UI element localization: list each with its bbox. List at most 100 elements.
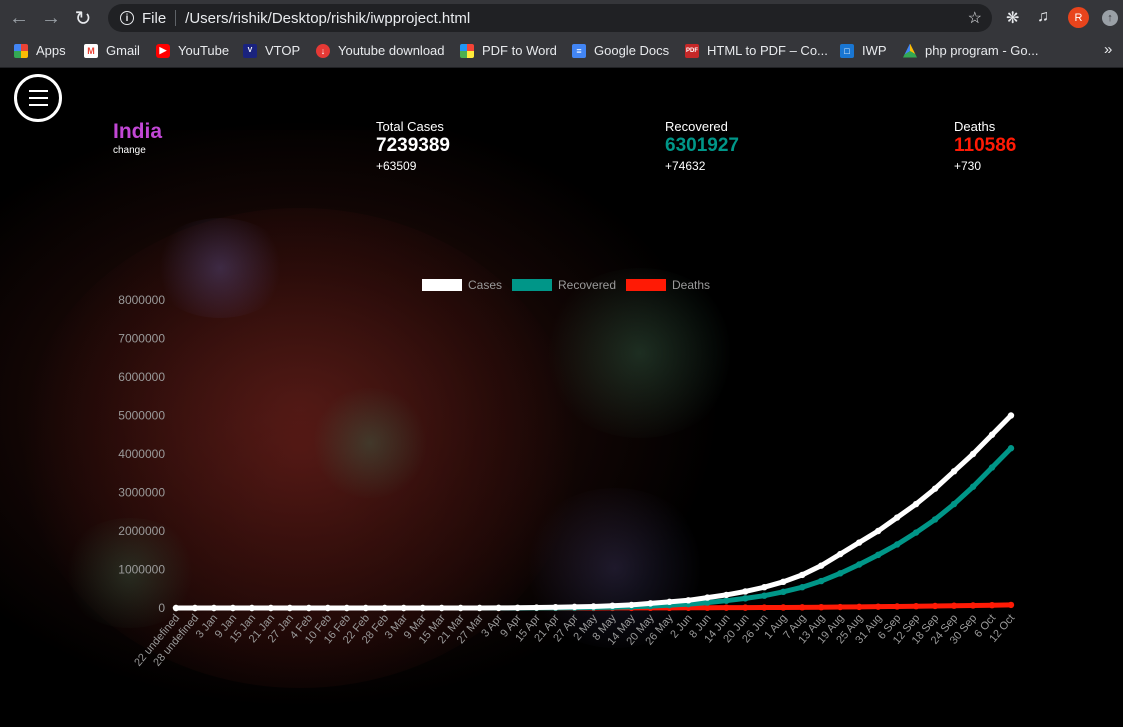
covid-dashboard-page: India change Total Cases 7239389 +63509 … [0, 68, 1123, 727]
data-point-recovered [950, 500, 958, 508]
y-tick-label: 4000000 [118, 447, 165, 461]
data-point-cases [723, 591, 730, 599]
bookmark-apps[interactable]: Apps [14, 43, 66, 58]
data-point-recovered [969, 483, 977, 490]
country-name: India [113, 120, 163, 143]
data-point-deaths [950, 602, 958, 609]
bookmarks-bar: Apps M Gmail ▶ YouTube V VTOP ↓ Youtube … [0, 36, 1123, 68]
data-point-cases [172, 604, 180, 612]
data-point-deaths [969, 602, 977, 609]
data-point-recovered [799, 584, 806, 591]
data-point-cases [855, 539, 863, 546]
profile-avatar[interactable]: R [1068, 7, 1089, 28]
legend-label: Deaths [672, 278, 711, 292]
html-to-pdf-icon: PDF [685, 43, 699, 58]
data-point-cases [438, 604, 445, 612]
data-point-recovered [931, 516, 939, 523]
y-tick-label: 5000000 [118, 409, 165, 423]
bookmark-gmail[interactable]: M Gmail [84, 43, 140, 58]
url-text[interactable]: /Users/rishik/Desktop/rishik/iwpproject.… [185, 9, 471, 27]
data-point-cases [931, 485, 939, 492]
data-point-cases [837, 550, 844, 558]
data-point-cases [495, 604, 502, 612]
y-tick-label: 8000000 [118, 293, 165, 307]
back-icon[interactable]: ← [9, 6, 29, 29]
pdf-to-word-icon [460, 43, 474, 58]
extensions-puzzle-icon[interactable]: ❋ [1006, 10, 1020, 27]
data-point-recovered [988, 464, 996, 471]
data-point-cases [305, 604, 313, 612]
stat-label: Deaths [954, 119, 996, 134]
hamburger-line [29, 90, 48, 92]
iwp-icon: □ [840, 43, 854, 58]
data-point-cases [742, 588, 749, 595]
gmail-icon: M [84, 43, 98, 58]
bookmark-star-icon[interactable]: ☆ [967, 10, 982, 27]
bookmark-label: Youtube download [338, 43, 445, 58]
bookmark-label: php program - Go... [925, 43, 1039, 58]
data-point-deaths [931, 602, 939, 610]
y-tick-label: 0 [158, 601, 165, 615]
data-point-recovered [742, 595, 749, 602]
forward-icon[interactable]: → [41, 6, 61, 29]
bookmark-vtop[interactable]: V VTOP [243, 43, 300, 58]
stat-label: Total Cases [376, 119, 444, 134]
reload-icon[interactable]: ↻ [74, 7, 92, 30]
data-point-cases [419, 604, 426, 612]
data-point-recovered [1007, 445, 1015, 452]
data-point-cases [874, 527, 882, 535]
update-icon[interactable]: ↑ [1102, 10, 1118, 26]
data-point-cases [704, 594, 711, 601]
header-band [0, 68, 1123, 130]
data-point-deaths [704, 604, 711, 611]
media-queue-icon[interactable]: ♫ [1037, 8, 1049, 25]
data-point-cases [457, 604, 464, 612]
bookmark-google-docs[interactable]: ≡ Google Docs [572, 43, 669, 58]
legend-item-cases[interactable]: Cases [422, 278, 502, 292]
browser-toolbar: ← → ↻ i File /Users/rishik/Desktop/rishi… [0, 0, 1123, 36]
data-point-cases [590, 603, 597, 610]
data-point-deaths [874, 603, 882, 610]
y-tick-label: 6000000 [118, 370, 165, 384]
bookmark-iwp[interactable]: □ IWP [840, 43, 887, 58]
data-point-deaths [837, 603, 844, 611]
data-point-cases [761, 584, 768, 591]
google-docs-icon: ≡ [572, 43, 586, 58]
legend-item-deaths[interactable]: Deaths [626, 278, 710, 292]
bookmark-html-to-pdf[interactable]: PDF HTML to PDF – Co... [685, 43, 828, 58]
virus-spike-decoration [310, 388, 430, 498]
data-point-cases [267, 604, 275, 612]
data-point-cases [343, 604, 350, 612]
bookmark-label: IWP [862, 43, 887, 58]
y-tick-label: 2000000 [118, 524, 165, 538]
hamburger-menu-button[interactable] [14, 74, 62, 122]
data-point-cases [950, 468, 958, 475]
data-point-recovered [837, 570, 844, 577]
data-point-deaths [761, 604, 768, 611]
change-country-link[interactable]: change [113, 145, 146, 156]
data-point-cases [400, 604, 407, 612]
legend-label: Cases [468, 278, 503, 292]
legend-item-recovered[interactable]: Recovered [512, 278, 616, 292]
address-bar[interactable]: i File /Users/rishik/Desktop/rishik/iwpp… [108, 4, 992, 32]
bookmark-pdf-to-word[interactable]: PDF to Word [460, 43, 557, 58]
hamburger-line [29, 97, 48, 99]
data-point-cases [666, 598, 673, 606]
youtube-icon: ▶ [156, 43, 170, 58]
data-point-cases [647, 600, 654, 607]
stat-value: 110586 [954, 135, 1017, 156]
data-point-recovered [723, 597, 730, 604]
bookmark-youtube[interactable]: ▶ YouTube [156, 43, 229, 58]
data-point-recovered [893, 541, 901, 548]
legend-swatch [422, 279, 462, 291]
total-cases-stat: Total Cases 7239389 +63509 [376, 119, 450, 173]
bookmark-youtube-download[interactable]: ↓ Youtube download [316, 43, 445, 58]
more-bookmarks-icon[interactable]: » [1104, 41, 1113, 58]
site-info-icon[interactable]: i [120, 11, 134, 25]
bookmark-php-program[interactable]: php program - Go... [903, 43, 1038, 58]
data-point-cases [324, 604, 332, 612]
url-separator [175, 10, 177, 26]
virus-spike-decoration [150, 218, 290, 318]
bookmark-label: Gmail [106, 43, 140, 58]
data-point-cases [514, 604, 521, 611]
